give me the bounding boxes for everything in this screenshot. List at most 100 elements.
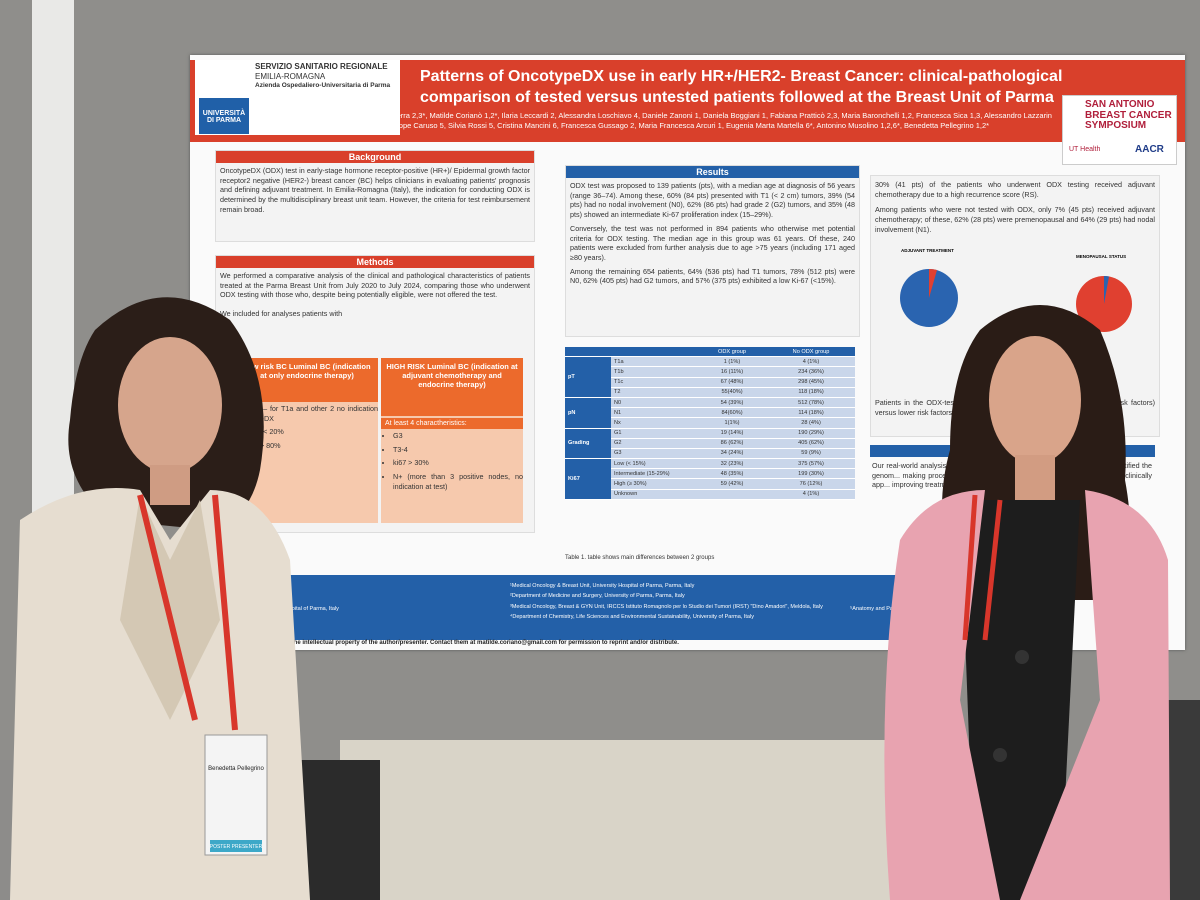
background-box: Background OncotypeDX (ODX) test in earl… — [215, 150, 535, 242]
table: ODX group No ODX group pT T1a 1 (1%) 4 (1%) T1… — [565, 347, 855, 500]
table-cell: Low (< 15%) — [611, 458, 697, 470]
results-text: Conversely, the test was not performed i… — [570, 223, 855, 263]
table-cell: 114 (18%) — [767, 407, 855, 419]
table-cell: N0 — [611, 397, 697, 409]
right-text: 30% (41 pts) of the patients who underwe… — [875, 180, 1155, 199]
section-heading: Results — [566, 166, 859, 178]
table-row: Ki67 Low (< 15%) 32 (23%) 375 (57%) — [565, 458, 855, 500]
logo-panel: SERVIZIO SANITARIO REGIONALE EMILIA-ROMA… — [195, 60, 400, 135]
badge-name: Benedetta Pellegrino — [208, 766, 264, 772]
group-cell: pN — [565, 397, 611, 429]
table-cell: 190 (29%) — [767, 428, 855, 439]
table-cell: 76 (12%) — [767, 478, 855, 490]
header-cell: ODX group — [697, 347, 768, 358]
right-text: Among patients who were not tested with … — [875, 205, 1155, 234]
high-risk-heading: HIGH RISK Luminal BC (indication at adju… — [381, 358, 523, 416]
affiliation: ³Medical Oncology, Breast & GYN Unit, IR… — [510, 603, 823, 610]
results-box: Results ODX test was proposed to 139 pat… — [565, 165, 860, 337]
org: SERVIZIO SANITARIO REGIONALE — [255, 62, 388, 71]
header-cell — [611, 347, 697, 358]
title-line: Patterns of OncotypeDX use in early HR+/… — [420, 68, 1063, 85]
pie-charts — [900, 268, 1132, 332]
affiliation: ⁵Anatomy and Patholog — [850, 606, 908, 612]
footer: ¹Medical Oncology & Breast Unit, Univers… — [270, 575, 915, 640]
ut-health: UT Health — [1069, 146, 1101, 153]
table-header-row: ODX group No ODX group — [565, 347, 855, 358]
list-item: N+ (more than 3 positive nodes, no indic… — [393, 472, 523, 491]
list-item: ki67 < 20% — [248, 427, 378, 437]
hospital: Azienda Ospedaliero-Universitaria di Par… — [255, 82, 391, 89]
table-row: Intermediate (15-29%) 48 (35%) 199 (30%) — [565, 468, 855, 480]
table-row: pN N0 54 (39%) 512 (78%) — [565, 397, 855, 429]
sabcs-logo: SAN ANTONIO BREAST CANCER SYMPOSIUM UT H… — [1062, 95, 1177, 165]
pie-slice — [1104, 276, 1109, 304]
affiliation: ⁴Department of Chemistry, Life Sciences … — [510, 614, 754, 621]
list-item: ki67 > 30% — [393, 458, 523, 468]
table-caption: Table 1. table shows main differences be… — [565, 555, 715, 561]
table-cell: T1c — [611, 377, 697, 388]
table-row: T2 55(40%) 118 (18%) — [565, 387, 855, 398]
table-cell: 199 (30%) — [767, 468, 855, 480]
title-line: comparison of tested versus untested pat… — [420, 88, 1054, 106]
list-item: G3 — [393, 431, 523, 441]
high-risk-box: HIGH RISK Luminal BC (indication at adju… — [381, 358, 523, 523]
table-cell: 32 (23%) — [697, 458, 768, 470]
table-row: T1c 67 (48%) 298 (45%) — [565, 377, 855, 388]
table-cell: T2 — [611, 387, 697, 398]
methods-box: Methods We performed a comparative analy… — [215, 255, 535, 533]
region: EMILIA-ROMAGNA — [255, 72, 326, 81]
chair — [1165, 700, 1200, 900]
left-person: Benedetta Pellegrino POSTER PRESENTER — [10, 297, 310, 900]
table-row: G3 34 (24%) 59 (9%) — [565, 448, 855, 460]
floor — [340, 740, 900, 900]
methods-text: We performed a comparative analysis of t… — [220, 271, 530, 300]
title: Patterns of OncotypeDX use in early HR+/… — [420, 67, 1062, 109]
notice: is the intellectual property of the auth… — [285, 640, 679, 646]
right-person — [884, 305, 1170, 900]
table-cell: 1 (1%) — [697, 356, 768, 368]
table-cell: 234 (36%) — [767, 366, 855, 378]
aacr: AACR — [1135, 144, 1164, 155]
section-heading: Methods — [216, 256, 534, 268]
results-table: ODX group No ODX group pT T1a 1 (1%) 4 (1%) T1… — [565, 347, 855, 500]
low-risk-box: Low risk BC Luminal BC (indication at on… — [236, 358, 378, 523]
table-cell: 67 (48%) — [697, 377, 768, 388]
table-cell: 16 (11%) — [697, 366, 768, 378]
high-risk-subheading: At least 4 charactheristics: — [381, 418, 523, 429]
table-cell: 59 (9%) — [767, 448, 855, 460]
table-cell: 1(1%) — [697, 417, 768, 429]
table-cell: N1 — [611, 407, 697, 419]
university: UNIVERSITÀ DI PARMA — [199, 98, 249, 134]
table-row: T1b 16 (11%) 234 (36%) — [565, 366, 855, 378]
table-cell: 405 (62%) — [767, 438, 855, 449]
affiliation: ¹Medical Oncology & Breast Unit, Univers… — [510, 583, 695, 589]
affiliation: ity Hospital of Parma, Italy — [275, 606, 339, 612]
table-cell: 84(60%) — [697, 407, 768, 419]
high-risk-list: G3 T3-4 ki67 > 30% N+ (more than 3 posit… — [381, 431, 523, 492]
table-row: N1 84(60%) 114 (18%) — [565, 407, 855, 419]
results-text: Among the remaining 654 patients, 64% (5… — [570, 266, 855, 286]
methods-intro: We included for analyses patients with — [220, 309, 343, 319]
table-cell: G2 — [611, 438, 697, 449]
list-item: ER > 80% — [248, 441, 378, 451]
group-cell: Ki67 — [565, 458, 611, 500]
table-cell: G3 — [611, 448, 697, 460]
table-cell: T1a — [611, 356, 697, 368]
table-cell: 59 (42%) — [697, 478, 768, 490]
table-cell: 4 (1%) — [767, 356, 855, 368]
table-cell: 375 (57%) — [767, 458, 855, 470]
table-row: High (≥ 30%) 59 (42%) 76 (12%) — [565, 478, 855, 490]
pie-slice — [929, 268, 937, 298]
table-cell: 55(40%) — [697, 387, 768, 398]
table-row: Nx 1(1%) 28 (4%) — [565, 417, 855, 429]
table-cell: 19 (14%) — [697, 428, 768, 439]
table-cell: High (≥ 30%) — [611, 478, 697, 490]
background-text: OncotypeDX (ODX) test in early-stage hor… — [220, 166, 530, 214]
table-row: pT T1a 1 (1%) 4 (1%) — [565, 356, 855, 398]
badge-role: POSTER PRESENTER — [210, 844, 263, 850]
chair — [300, 760, 380, 900]
table-cell: 512 (78%) — [767, 397, 855, 409]
group-cell: pT — [565, 356, 611, 398]
table-cell: 34 (24%) — [697, 448, 768, 460]
